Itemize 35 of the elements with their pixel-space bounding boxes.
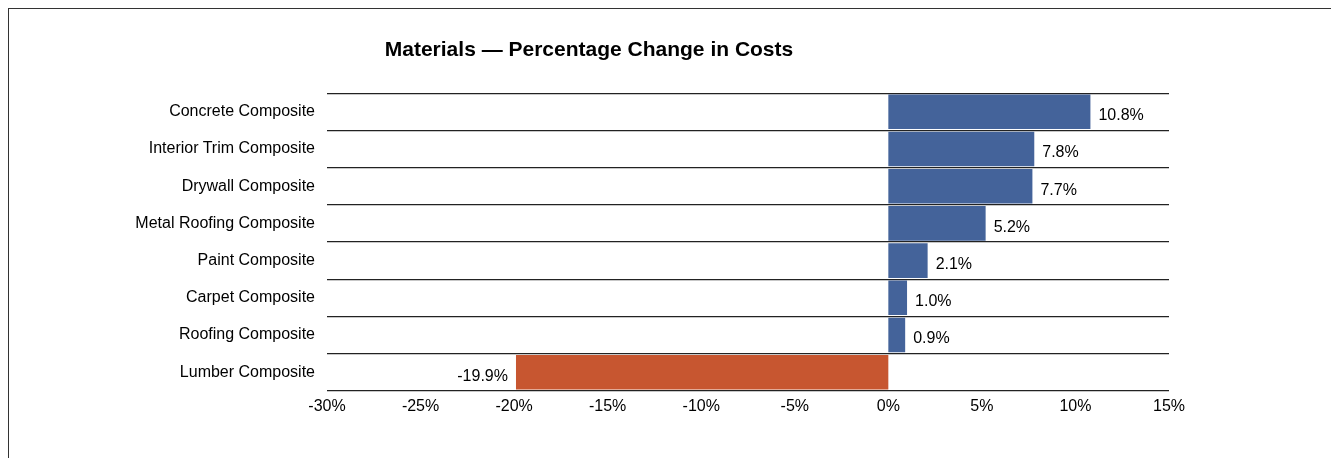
data-label: 2.1% bbox=[935, 255, 973, 273]
data-label: 10.8% bbox=[1098, 106, 1144, 124]
y-tick-label: Drywall Composite bbox=[181, 176, 316, 194]
x-tick-label: 10% bbox=[1059, 396, 1092, 414]
y-tick-label: Lumber Composite bbox=[179, 362, 316, 380]
data-label: -19.9% bbox=[457, 366, 508, 384]
bar bbox=[888, 94, 1091, 130]
bar bbox=[515, 354, 889, 390]
y-tick-label: Concrete Composite bbox=[169, 102, 316, 120]
y-tick-label: Metal Roofing Composite bbox=[135, 213, 316, 231]
x-tick-label: 15% bbox=[1152, 396, 1186, 414]
x-tick-label: -5% bbox=[780, 396, 809, 414]
x-tick-label: 5% bbox=[970, 396, 994, 414]
bar bbox=[888, 168, 1033, 204]
y-tick-label: Carpet Composite bbox=[186, 288, 316, 306]
data-label: 7.7% bbox=[1040, 180, 1077, 198]
bar bbox=[888, 317, 906, 353]
x-tick-label: -15% bbox=[588, 396, 627, 414]
x-tick-label: -20% bbox=[495, 396, 533, 414]
bar bbox=[888, 243, 928, 278]
data-label: 0.9% bbox=[913, 329, 950, 347]
bar bbox=[888, 206, 986, 241]
x-tick-label: 0% bbox=[876, 396, 900, 414]
x-tick-label: -30% bbox=[308, 396, 346, 414]
data-label: 7.8% bbox=[1042, 143, 1079, 161]
y-tick-label: Interior Trim Composite bbox=[148, 139, 316, 157]
y-tick-label: Roofing Composite bbox=[178, 325, 316, 343]
data-label: 1.0% bbox=[915, 292, 952, 310]
x-tick-label: -25% bbox=[401, 396, 440, 414]
chart-title: Materials — Percentage Change in Costs bbox=[384, 37, 794, 61]
y-tick-label: Paint Composite bbox=[197, 251, 316, 269]
bar bbox=[888, 131, 1035, 167]
data-label: 5.2% bbox=[993, 217, 1031, 235]
x-tick-label: -10% bbox=[682, 396, 720, 414]
bar bbox=[888, 280, 908, 316]
